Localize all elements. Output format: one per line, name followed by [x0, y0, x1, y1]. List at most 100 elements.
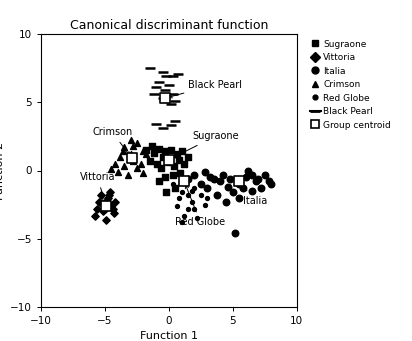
Point	[204, 186, 211, 191]
Point	[178, 149, 185, 154]
Point	[162, 175, 169, 180]
X-axis label: Function 1: Function 1	[140, 331, 198, 341]
Point	[96, 199, 102, 205]
Point	[268, 181, 274, 187]
Point	[181, 179, 187, 184]
Point	[178, 190, 185, 195]
Point	[229, 190, 236, 195]
Point	[191, 206, 198, 211]
Point	[242, 175, 249, 180]
Point	[194, 216, 200, 221]
Point	[262, 172, 268, 177]
Text: Crimson: Crimson	[92, 127, 133, 155]
Point	[169, 74, 176, 79]
Point	[185, 154, 191, 160]
Point	[125, 172, 131, 177]
Point	[138, 161, 144, 166]
Point	[103, 203, 110, 209]
Point	[245, 168, 251, 173]
Point	[154, 161, 161, 166]
Point	[155, 79, 162, 85]
Point	[219, 172, 226, 177]
Point	[189, 188, 195, 194]
Point	[130, 143, 136, 149]
Point	[176, 195, 183, 201]
Point	[223, 199, 230, 205]
Point	[91, 213, 98, 218]
Point	[149, 143, 156, 149]
Point	[172, 186, 179, 191]
Point	[185, 206, 191, 211]
Point	[163, 74, 170, 79]
Point	[162, 87, 169, 93]
Point	[176, 157, 183, 162]
Point	[168, 123, 175, 128]
Point	[159, 154, 166, 160]
Point	[181, 161, 187, 166]
Point	[198, 181, 204, 187]
Point	[147, 158, 153, 164]
Point	[172, 119, 179, 124]
Point	[107, 190, 113, 195]
Point	[112, 161, 119, 166]
Point	[201, 169, 208, 175]
Point	[159, 125, 166, 131]
Point	[177, 170, 184, 176]
Point	[94, 206, 101, 211]
Point	[201, 202, 208, 207]
Point	[189, 199, 195, 205]
Point	[173, 151, 180, 157]
Point	[214, 192, 221, 198]
Point	[119, 149, 126, 154]
Point	[225, 184, 231, 190]
Point	[171, 164, 177, 169]
Text: Vittoria: Vittoria	[80, 172, 115, 202]
Point	[99, 209, 106, 214]
Point	[248, 188, 255, 194]
Point	[98, 192, 105, 198]
Point	[104, 195, 111, 201]
Point	[115, 169, 121, 175]
Point	[159, 95, 166, 101]
Point	[127, 138, 134, 143]
Point	[133, 165, 140, 170]
Point	[111, 210, 117, 216]
Point	[172, 98, 179, 104]
Legend: Sugraone, Vittoria, Italia, Crimson, Red Globe, Black Pearl, Group centroid: Sugraone, Vittoria, Italia, Crimson, Red…	[309, 39, 392, 131]
Point	[206, 175, 213, 180]
Point	[129, 155, 135, 161]
Point	[210, 176, 217, 181]
Point	[103, 217, 110, 222]
Point	[236, 195, 242, 201]
Point	[166, 160, 172, 165]
Point	[153, 85, 159, 90]
Point	[133, 140, 140, 146]
Point	[168, 101, 175, 106]
Point	[127, 151, 134, 157]
Point	[101, 202, 107, 207]
Point	[140, 149, 147, 154]
Point	[158, 165, 164, 170]
Point	[248, 172, 255, 177]
Text: Sugraone: Sugraone	[172, 131, 239, 158]
Point	[150, 150, 157, 155]
Y-axis label: Function 2: Function 2	[0, 142, 5, 199]
Point	[102, 206, 108, 211]
Point	[108, 203, 115, 209]
Point	[175, 71, 181, 76]
Point	[185, 176, 191, 181]
Point	[232, 231, 239, 236]
Point	[162, 149, 169, 154]
Point	[159, 70, 166, 75]
Point	[121, 164, 128, 169]
Point	[255, 176, 262, 181]
Point	[181, 213, 187, 218]
Point	[185, 192, 191, 198]
Text: Italia: Italia	[242, 184, 267, 206]
Point	[130, 158, 136, 164]
Title: Canonical discriminant function: Canonical discriminant function	[70, 18, 268, 32]
Point	[191, 186, 198, 191]
Point	[112, 199, 119, 205]
Point	[169, 91, 176, 97]
Point	[198, 192, 204, 198]
